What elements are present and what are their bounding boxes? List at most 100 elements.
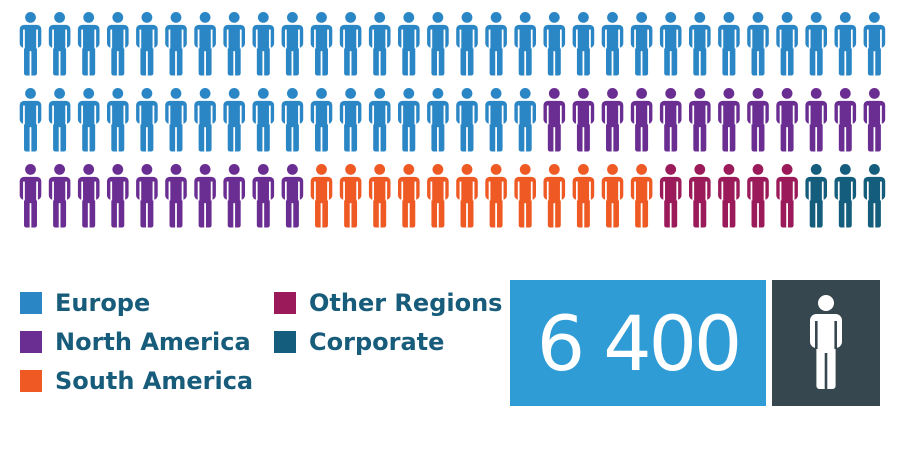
person-icon-europe bbox=[339, 88, 362, 153]
legend-column-1: Europe North America South America bbox=[20, 283, 253, 400]
person-icon-north-america bbox=[223, 164, 245, 229]
person-icon-corporate bbox=[834, 164, 857, 229]
person-icon-north-america bbox=[48, 164, 71, 229]
person-icon-europe bbox=[368, 88, 391, 153]
person-icon-europe bbox=[863, 12, 886, 77]
person-icon-europe bbox=[252, 88, 275, 153]
person-icon-north-america bbox=[107, 164, 129, 229]
person-icon-south-america bbox=[572, 164, 595, 229]
person-icon-europe bbox=[339, 12, 362, 77]
person-icon-europe bbox=[659, 12, 682, 77]
person-icon-south-america bbox=[485, 164, 507, 229]
person-icon-europe bbox=[805, 12, 827, 77]
person-icon-europe bbox=[194, 88, 216, 153]
person-icon-europe bbox=[19, 88, 42, 153]
legend-label-south-america: South America bbox=[55, 366, 254, 395]
legend-swatch-corporate bbox=[274, 330, 296, 353]
person-icon-other-regions bbox=[689, 164, 711, 229]
person-icon-europe bbox=[77, 88, 100, 153]
legend-item-north-america: North America bbox=[20, 322, 253, 361]
person-icon-europe bbox=[252, 12, 275, 77]
person-icon-europe bbox=[77, 12, 100, 77]
person-icon-north-america bbox=[630, 88, 653, 153]
person-icon-north-america bbox=[252, 164, 275, 229]
person-icon-europe bbox=[689, 12, 711, 77]
person-icon-europe bbox=[514, 88, 536, 153]
person-icon-north-america bbox=[19, 164, 42, 229]
person-icon-europe bbox=[485, 88, 507, 153]
person-icon-north-america bbox=[834, 88, 857, 153]
person-icon-north-america bbox=[718, 88, 740, 153]
person-icon-south-america bbox=[310, 164, 333, 229]
person-icon-europe bbox=[747, 12, 769, 77]
person-icon-north-america bbox=[136, 164, 158, 229]
person-icon-europe bbox=[48, 12, 71, 77]
legend-swatch-south-america bbox=[20, 369, 42, 392]
person-icon-europe bbox=[310, 88, 333, 153]
person-icon-europe bbox=[48, 88, 71, 153]
person-icon-other-regions bbox=[747, 164, 769, 229]
person-icon-north-america bbox=[194, 164, 216, 229]
person-icon-south-america bbox=[398, 164, 420, 229]
legend-swatch-europe bbox=[20, 291, 42, 314]
legend-item-other-regions: Other Regions bbox=[274, 283, 502, 322]
person-icon-south-america bbox=[514, 164, 536, 229]
legend-item-europe: Europe bbox=[20, 283, 253, 322]
person-icon-north-america bbox=[659, 88, 682, 153]
person-icon-north-america bbox=[543, 88, 566, 153]
person-icon-europe bbox=[834, 12, 857, 77]
person-icon-north-america bbox=[805, 88, 827, 153]
person-icon-north-america bbox=[776, 88, 798, 153]
person-icon-europe bbox=[136, 12, 158, 77]
person-icon-europe bbox=[136, 88, 158, 153]
person-icon-europe bbox=[543, 12, 566, 77]
person-icon-north-america bbox=[281, 164, 304, 229]
legend-column-2: Other Regions Corporate bbox=[274, 283, 502, 361]
person-icon-south-america bbox=[368, 164, 391, 229]
person-icon-north-america bbox=[863, 88, 886, 153]
person-icon-south-america bbox=[427, 164, 449, 229]
person-icon-europe bbox=[776, 12, 798, 77]
person-icon-north-america bbox=[689, 88, 711, 153]
legend-item-south-america: South America bbox=[20, 361, 253, 400]
person-icon-europe bbox=[718, 12, 740, 77]
person-icon-europe bbox=[165, 88, 187, 153]
person-icon-europe bbox=[601, 12, 624, 77]
person-icon-south-america bbox=[601, 164, 624, 229]
person-icon-europe bbox=[398, 88, 420, 153]
person-icon-europe bbox=[223, 12, 245, 77]
person-icon-europe bbox=[281, 88, 304, 153]
person-icon-europe bbox=[630, 12, 653, 77]
person-icon-other-regions bbox=[659, 164, 682, 229]
person-icon-north-america bbox=[165, 164, 187, 229]
person-icon-south-america bbox=[456, 164, 478, 229]
person-icon-other-regions bbox=[718, 164, 740, 229]
total-value: 6 400 bbox=[536, 298, 743, 388]
person-icon-europe bbox=[281, 12, 304, 77]
person-icon-europe bbox=[572, 12, 595, 77]
person-icon-south-america bbox=[630, 164, 653, 229]
person-icon-europe bbox=[194, 12, 216, 77]
person-icon-europe bbox=[107, 88, 129, 153]
person-icon-other-regions bbox=[776, 164, 798, 229]
person-icon-europe bbox=[107, 12, 129, 77]
person-icon-europe bbox=[368, 12, 391, 77]
legend-swatch-north-america bbox=[20, 330, 42, 353]
total-icon-box bbox=[772, 280, 880, 406]
person-icon-europe bbox=[223, 88, 245, 153]
person-icon-north-america bbox=[747, 88, 769, 153]
legend-label-corporate: Corporate bbox=[309, 327, 445, 356]
person-icon-europe bbox=[514, 12, 536, 77]
total-box: 6 400 bbox=[510, 280, 766, 406]
person-icon-europe bbox=[398, 12, 420, 77]
person-icon-europe bbox=[427, 12, 449, 77]
person-icon-corporate bbox=[805, 164, 827, 229]
legend-label-other-regions: Other Regions bbox=[309, 288, 503, 317]
person-icon-europe bbox=[427, 88, 449, 153]
person-icon-europe bbox=[456, 88, 478, 153]
person-icon-south-america bbox=[543, 164, 566, 229]
person-icon-europe bbox=[310, 12, 333, 77]
person-icon-europe bbox=[456, 12, 478, 77]
person-icon-europe bbox=[19, 12, 42, 77]
person-icon-north-america bbox=[601, 88, 624, 153]
